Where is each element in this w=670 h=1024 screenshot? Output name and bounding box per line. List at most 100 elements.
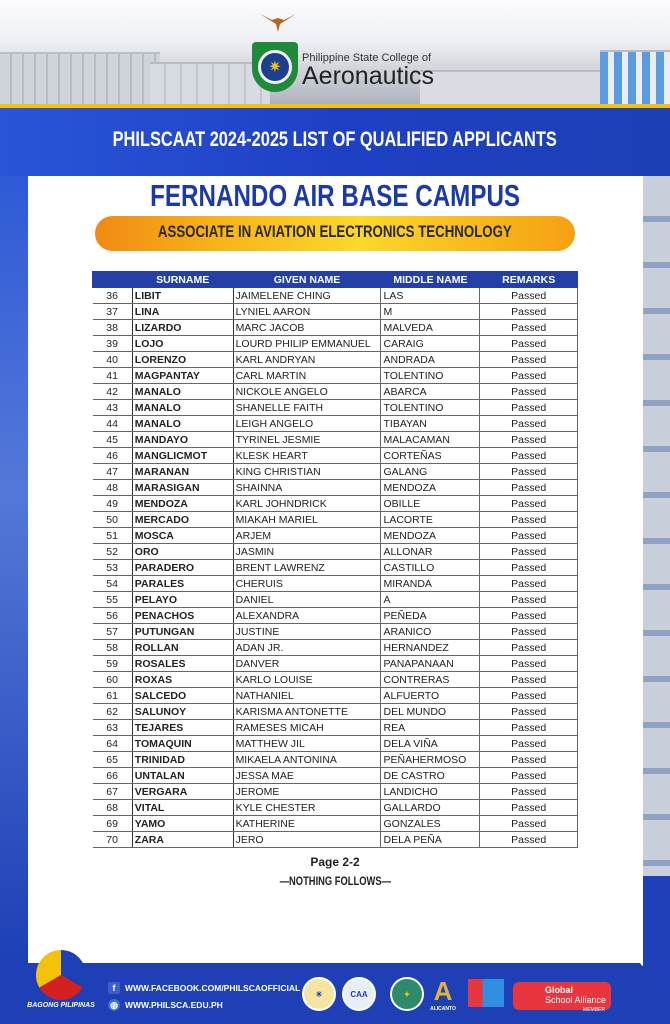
middle-name: MENDOZA — [380, 479, 481, 496]
middle-name: ARANICO — [380, 623, 481, 640]
gsa-line3: MEMBER — [583, 1007, 605, 1013]
table-row: 59 ROSALES DANVER PANAPANAAN Passed — [92, 655, 578, 672]
row-number: 49 — [92, 495, 133, 512]
middle-name: MALVEDA — [380, 319, 481, 336]
surname: TRINIDAD — [131, 751, 234, 768]
remarks: Passed — [479, 671, 578, 688]
middle-name: MIRANDA — [380, 575, 481, 592]
given-name: ADAN JR. — [232, 639, 382, 656]
facebook-link[interactable]: f WWW.FACEBOOK.COM/PHILSCAOFFICIAL — [108, 982, 300, 994]
middle-name: ALFUERTO — [380, 687, 481, 704]
remarks: Passed — [479, 623, 578, 640]
table-row: 61 SALCEDO NATHANIEL ALFUERTO Passed — [92, 687, 578, 704]
given-name: KYLE CHESTER — [232, 799, 382, 816]
program-banner: ASSOCIATE IN AVIATION ELECTRONICS TECHNO… — [95, 216, 575, 251]
col-middle-name: MIDDLE NAME — [380, 271, 481, 288]
col-remarks: REMARKS — [479, 271, 578, 288]
given-name: SHAINNA — [232, 479, 382, 496]
row-number: 46 — [92, 447, 133, 464]
side-decor — [0, 176, 28, 966]
table-row: 60 ROXAS KARLO LOUISE CONTRERAS Passed — [92, 671, 578, 688]
table-row: 64 TOMAQUIN MATTHEW JIL DELA VIÑA Passed — [92, 735, 578, 752]
given-name: NATHANIEL — [232, 687, 382, 704]
row-number: 37 — [92, 303, 133, 320]
surname: PUTUNGAN — [131, 623, 234, 640]
given-name: ALEXANDRA — [232, 607, 382, 624]
surname: MANGLICMOT — [131, 447, 234, 464]
middle-name: CARAIG — [380, 335, 481, 352]
table-row: 63 TEJARES RAMESES MICAH REA Passed — [92, 719, 578, 736]
middle-name: TOLENTINO — [380, 367, 481, 384]
surname: LINA — [131, 303, 234, 320]
remarks: Passed — [479, 831, 578, 848]
table-row: 39 LOJO LOURD PHILIP EMMANUEL CARAIG Passed — [92, 335, 578, 352]
facebook-icon: f — [108, 982, 120, 994]
middle-name: DE CASTRO — [380, 767, 481, 784]
table-header: SURNAME GIVEN NAME MIDDLE NAME REMARKS — [92, 271, 578, 288]
remarks: Passed — [479, 511, 578, 528]
row-number: 58 — [92, 639, 133, 656]
wings-logo-icon: ✦ — [390, 977, 424, 1011]
row-number: 50 — [92, 511, 133, 528]
remarks: Passed — [479, 799, 578, 816]
table-row: 43 MANALO SHANELLE FAITH TOLENTINO Passed — [92, 399, 578, 416]
eagle-icon — [260, 14, 296, 32]
remarks: Passed — [479, 815, 578, 832]
row-number: 55 — [92, 591, 133, 608]
surname: ROSALES — [131, 655, 234, 672]
given-name: NICKOLE ANGELO — [232, 383, 382, 400]
website-url[interactable]: WWW.PHILSCA.EDU.PH — [125, 1000, 223, 1010]
surname: MERCADO — [131, 511, 234, 528]
surname: TOMAQUIN — [131, 735, 234, 752]
remarks: Passed — [479, 751, 578, 768]
given-name: KATHERINE — [232, 815, 382, 832]
remarks: Passed — [479, 543, 578, 560]
table-row: 51 MOSCA ARJEM MENDOZA Passed — [92, 527, 578, 544]
given-name: SHANELLE FAITH — [232, 399, 382, 416]
middle-name: DEL MUNDO — [380, 703, 481, 720]
gsa-line1: Global — [545, 985, 574, 995]
table-row: 66 UNTALAN JESSA MAE DE CASTRO Passed — [92, 767, 578, 784]
table-row: 70 ZARA JERO DELA PEÑA Passed — [92, 831, 578, 848]
row-number: 59 — [92, 655, 133, 672]
table-row: 47 MARANAN KING CHRISTIAN GALANG Passed — [92, 463, 578, 480]
middle-name: GONZALES — [380, 815, 481, 832]
remarks: Passed — [479, 351, 578, 368]
middle-name: TIBAYAN — [380, 415, 481, 432]
middle-name: PEÑEDA — [380, 607, 481, 624]
row-number: 45 — [92, 431, 133, 448]
middle-name: REA — [380, 719, 481, 736]
divider — [0, 104, 670, 108]
given-name: CHERUIS — [232, 575, 382, 592]
surname: PELAYO — [131, 591, 234, 608]
given-name: JERO — [232, 831, 382, 848]
website-link[interactable]: ◍ WWW.PHILSCA.EDU.PH — [108, 999, 223, 1011]
given-name: DANIEL — [232, 591, 382, 608]
given-name: CARL MARTIN — [232, 367, 382, 384]
remarks: Passed — [479, 303, 578, 320]
table-row: 67 VERGARA JEROME LANDICHO Passed — [92, 783, 578, 800]
surname: SALUNOY — [131, 703, 234, 720]
logo-line2: Aeronautics — [302, 62, 435, 90]
surname: ROXAS — [131, 671, 234, 688]
row-number: 44 — [92, 415, 133, 432]
col-number — [92, 271, 133, 288]
facebook-url[interactable]: WWW.FACEBOOK.COM/PHILSCAOFFICIAL — [125, 983, 301, 993]
row-number: 63 — [92, 719, 133, 736]
table-row: 36 LIBIT JAIMELENE CHING LAS Passed — [92, 287, 578, 304]
surname: PARADERO — [131, 559, 234, 576]
page-label: Page 2-2 — [310, 855, 360, 869]
remarks: Passed — [479, 479, 578, 496]
middle-name: CORTEÑAS — [380, 447, 481, 464]
applicants-table: SURNAME GIVEN NAME MIDDLE NAME REMARKS 3… — [92, 271, 578, 848]
row-number: 61 — [92, 687, 133, 704]
row-number: 54 — [92, 575, 133, 592]
campus-title-text: FERNANDO AIR BASE CAMPUS — [150, 178, 520, 213]
table-row: 37 LINA LYNIEL AARON M Passed — [92, 303, 578, 320]
surname: MARASIGAN — [131, 479, 234, 496]
global-school-alliance-logo: Global School Alliance MEMBER — [513, 982, 611, 1013]
remarks: Passed — [479, 767, 578, 784]
given-name: MARC JACOB — [232, 319, 382, 336]
middle-name: GALANG — [380, 463, 481, 480]
remarks: Passed — [479, 431, 578, 448]
